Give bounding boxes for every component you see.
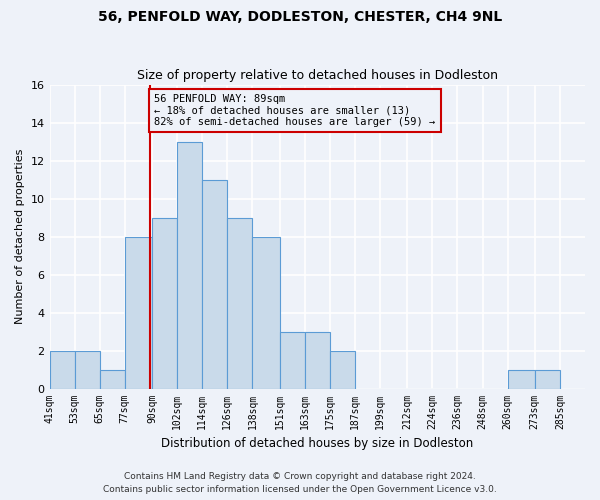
X-axis label: Distribution of detached houses by size in Dodleston: Distribution of detached houses by size …: [161, 437, 473, 450]
Bar: [535, 370, 560, 388]
Bar: [305, 332, 330, 388]
Bar: [508, 370, 535, 388]
Bar: [202, 180, 227, 388]
Text: 56 PENFOLD WAY: 89sqm
← 18% of detached houses are smaller (13)
82% of semi-deta: 56 PENFOLD WAY: 89sqm ← 18% of detached …: [154, 94, 436, 128]
Text: 56, PENFOLD WAY, DODLESTON, CHESTER, CH4 9NL: 56, PENFOLD WAY, DODLESTON, CHESTER, CH4…: [98, 10, 502, 24]
Bar: [100, 370, 125, 388]
Text: Contains HM Land Registry data © Crown copyright and database right 2024.
Contai: Contains HM Land Registry data © Crown c…: [103, 472, 497, 494]
Bar: [253, 236, 280, 388]
Bar: [227, 218, 253, 388]
Y-axis label: Number of detached properties: Number of detached properties: [15, 149, 25, 324]
Bar: [177, 142, 202, 388]
Bar: [330, 350, 355, 389]
Title: Size of property relative to detached houses in Dodleston: Size of property relative to detached ho…: [137, 69, 498, 82]
Bar: [152, 218, 177, 388]
Bar: [50, 350, 74, 389]
Bar: [74, 350, 100, 389]
Bar: [280, 332, 305, 388]
Bar: [125, 236, 152, 388]
